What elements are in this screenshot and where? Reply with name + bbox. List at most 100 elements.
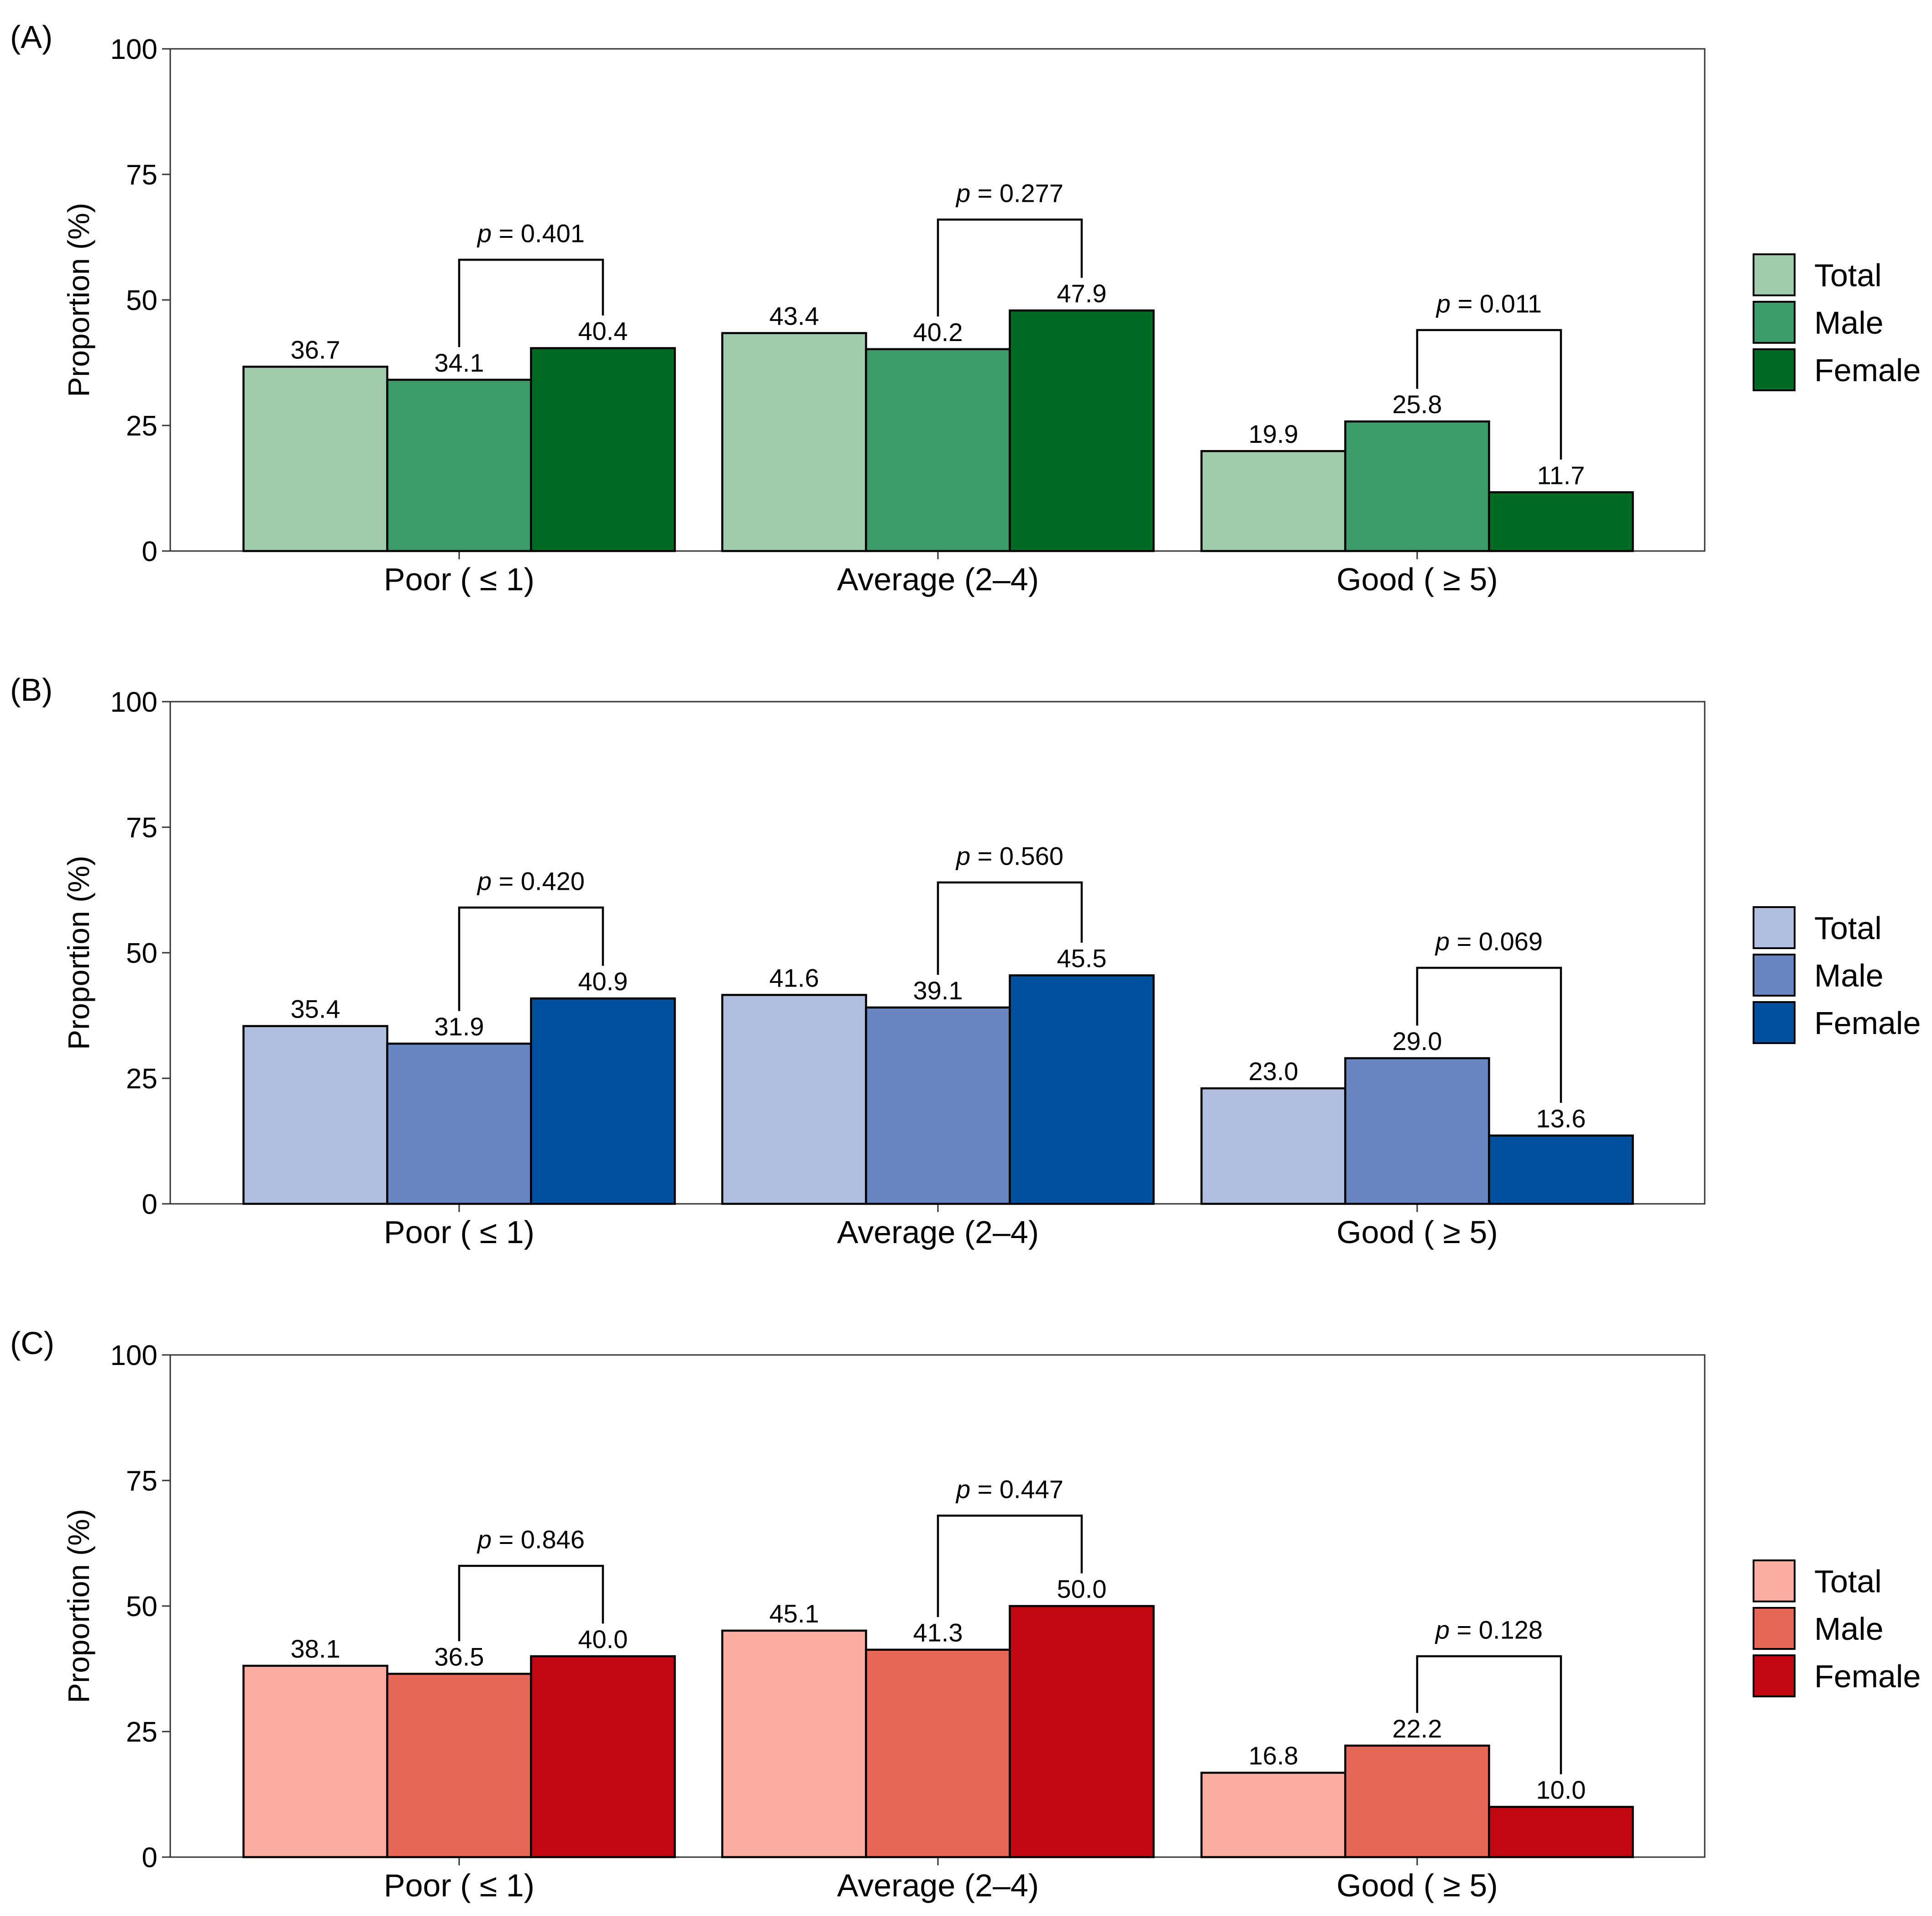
significance-bracket [1416, 966, 1562, 1103]
x-tick-label: Average (2–4) [837, 562, 1039, 597]
significance-bracket [937, 881, 1083, 975]
data-label: 41.6 [770, 963, 819, 992]
legend-key-male [1753, 954, 1796, 997]
significance-bracket [1416, 329, 1562, 460]
legend-key-female [1753, 1654, 1796, 1697]
bar-female [530, 997, 676, 1205]
y-tick-label: 100 [110, 34, 157, 65]
data-label: 29.0 [1393, 1027, 1442, 1055]
bar-total [721, 1629, 867, 1858]
data-label: 39.1 [913, 976, 963, 1005]
x-tick-label: Good ( ≥ 5) [1336, 562, 1498, 597]
panel-label: (C) [10, 1325, 54, 1361]
legend-label-male: Male [1814, 958, 1884, 993]
data-label: 25.8 [1393, 390, 1442, 419]
data-label: 22.2 [1393, 1714, 1442, 1743]
bar-male [865, 1006, 1011, 1205]
panel-3: (C) 0 25 50 75 100 Proportion (%) Poor ( ≤ 1) Av… [10, 1325, 1921, 1903]
bar-female [1009, 974, 1155, 1205]
y-tick-label: 25 [126, 410, 157, 442]
p-value-label: p = 0.128 [1435, 1616, 1543, 1644]
data-label: 13.6 [1536, 1104, 1586, 1133]
y-tick-label: 25 [126, 1063, 157, 1095]
y-axis-title: Proportion (%) [62, 203, 95, 397]
data-label: 50.0 [1057, 1575, 1107, 1603]
data-label: 34.1 [435, 348, 484, 377]
x-tick-label: Average (2–4) [837, 1214, 1039, 1250]
panel-label: (A) [10, 19, 52, 55]
y-tick-label: 25 [126, 1717, 157, 1748]
bar-male [1344, 1744, 1490, 1858]
bar-total [721, 332, 867, 552]
legend-key-male [1753, 301, 1796, 344]
bar-male [865, 1648, 1011, 1858]
bar-male [386, 1673, 532, 1858]
data-label: 40.9 [578, 967, 628, 996]
y-axis-title: Proportion (%) [62, 1509, 95, 1703]
x-tick-label: Good ( ≥ 5) [1336, 1868, 1498, 1903]
data-label: 45.5 [1057, 944, 1107, 973]
significance-bracket [937, 218, 1083, 317]
p-value-label: p = 0.011 [1435, 289, 1542, 318]
data-label: 36.7 [291, 335, 340, 364]
p-value-label: p = 0.277 [955, 179, 1063, 208]
panel-2: (B) 0 25 50 75 100 Proportion (%) Poor ( ≤ 1) Av… [10, 672, 1921, 1250]
legend-key-male [1753, 1607, 1796, 1650]
data-label: 19.9 [1249, 420, 1298, 448]
bar-male [386, 1042, 532, 1205]
data-label: 45.1 [770, 1599, 819, 1628]
x-tick-label: Good ( ≥ 5) [1336, 1214, 1498, 1250]
legend-label-male: Male [1814, 1611, 1884, 1647]
legend-label-total: Total [1814, 910, 1882, 946]
data-label: 40.2 [913, 318, 963, 346]
data-label: 38.1 [291, 1634, 340, 1663]
bar-female [1488, 491, 1634, 552]
data-label: 40.0 [578, 1625, 628, 1654]
y-tick-label: 100 [110, 687, 157, 718]
significance-bracket [458, 906, 604, 1011]
panel-label: (B) [10, 672, 52, 708]
bar-total [242, 1664, 388, 1858]
p-value-label: p = 0.420 [476, 867, 585, 896]
p-value-label: p = 0.401 [476, 219, 585, 248]
data-label: 35.4 [291, 995, 340, 1024]
bar-female [1488, 1134, 1634, 1205]
x-tick-label: Poor ( ≤ 1) [384, 1868, 534, 1903]
y-tick-label: 50 [126, 285, 157, 316]
data-label: 23.0 [1249, 1057, 1298, 1086]
legend-label-female: Female [1814, 1005, 1921, 1041]
y-axis-title: Proportion (%) [62, 856, 95, 1050]
legend-key-total [1753, 906, 1796, 949]
p-value-label: p = 0.846 [476, 1525, 585, 1554]
legend-label-male: Male [1814, 305, 1884, 341]
y-tick-label: 50 [126, 1591, 157, 1622]
y-tick-label: 75 [126, 159, 157, 191]
legend-label-total: Total [1814, 1564, 1882, 1599]
legend-label-female: Female [1814, 1659, 1921, 1694]
y-tick-label: 0 [142, 1842, 157, 1874]
bar-male [1344, 420, 1490, 552]
data-label: 10.0 [1536, 1775, 1586, 1804]
significance-bracket [458, 1564, 604, 1641]
x-tick-label: Poor ( ≤ 1) [384, 562, 534, 597]
legend-key-total [1753, 1559, 1796, 1602]
y-tick-label: 0 [142, 536, 157, 567]
p-value-label: p = 0.447 [955, 1475, 1063, 1504]
legend-key-female [1753, 1001, 1796, 1044]
bar-female [530, 1655, 676, 1858]
bar-total [242, 1025, 388, 1205]
x-tick-label: Poor ( ≤ 1) [384, 1214, 534, 1250]
bar-female [1488, 1806, 1634, 1858]
y-tick-label: 75 [126, 812, 157, 844]
bar-female [1009, 1605, 1155, 1858]
bar-female [1009, 309, 1155, 552]
bar-total [1200, 1087, 1346, 1205]
legend-key-total [1753, 253, 1796, 296]
significance-bracket [1416, 1655, 1562, 1774]
legend-label-female: Female [1814, 352, 1921, 388]
legend-label-total: Total [1814, 257, 1882, 293]
y-tick-label: 100 [110, 1340, 157, 1371]
p-value-label: p = 0.069 [1435, 927, 1543, 956]
significance-bracket [937, 1514, 1083, 1617]
